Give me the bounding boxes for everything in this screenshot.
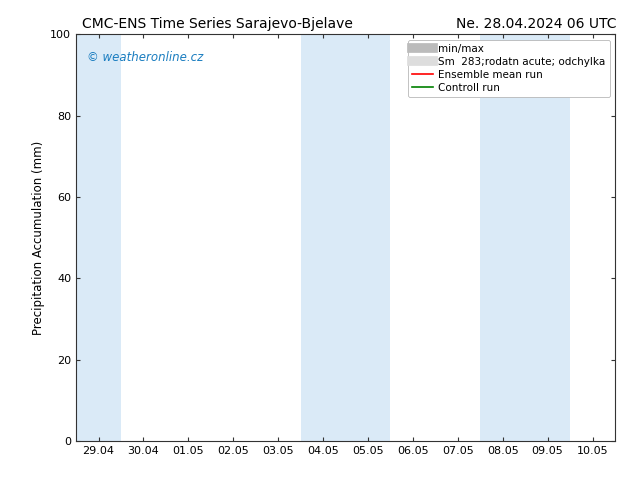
- Text: CMC-ENS Time Series Sarajevo-Bjelave: CMC-ENS Time Series Sarajevo-Bjelave: [82, 17, 353, 31]
- Y-axis label: Precipitation Accumulation (mm): Precipitation Accumulation (mm): [32, 141, 44, 335]
- Text: © weatheronline.cz: © weatheronline.cz: [87, 50, 203, 64]
- Text: Ne. 28.04.2024 06 UTC: Ne. 28.04.2024 06 UTC: [456, 17, 617, 31]
- Legend: min/max, Sm  283;rodatn acute; odchylka, Ensemble mean run, Controll run: min/max, Sm 283;rodatn acute; odchylka, …: [408, 40, 610, 97]
- Bar: [481, 34, 570, 441]
- Bar: [301, 34, 391, 441]
- Bar: [76, 34, 121, 441]
